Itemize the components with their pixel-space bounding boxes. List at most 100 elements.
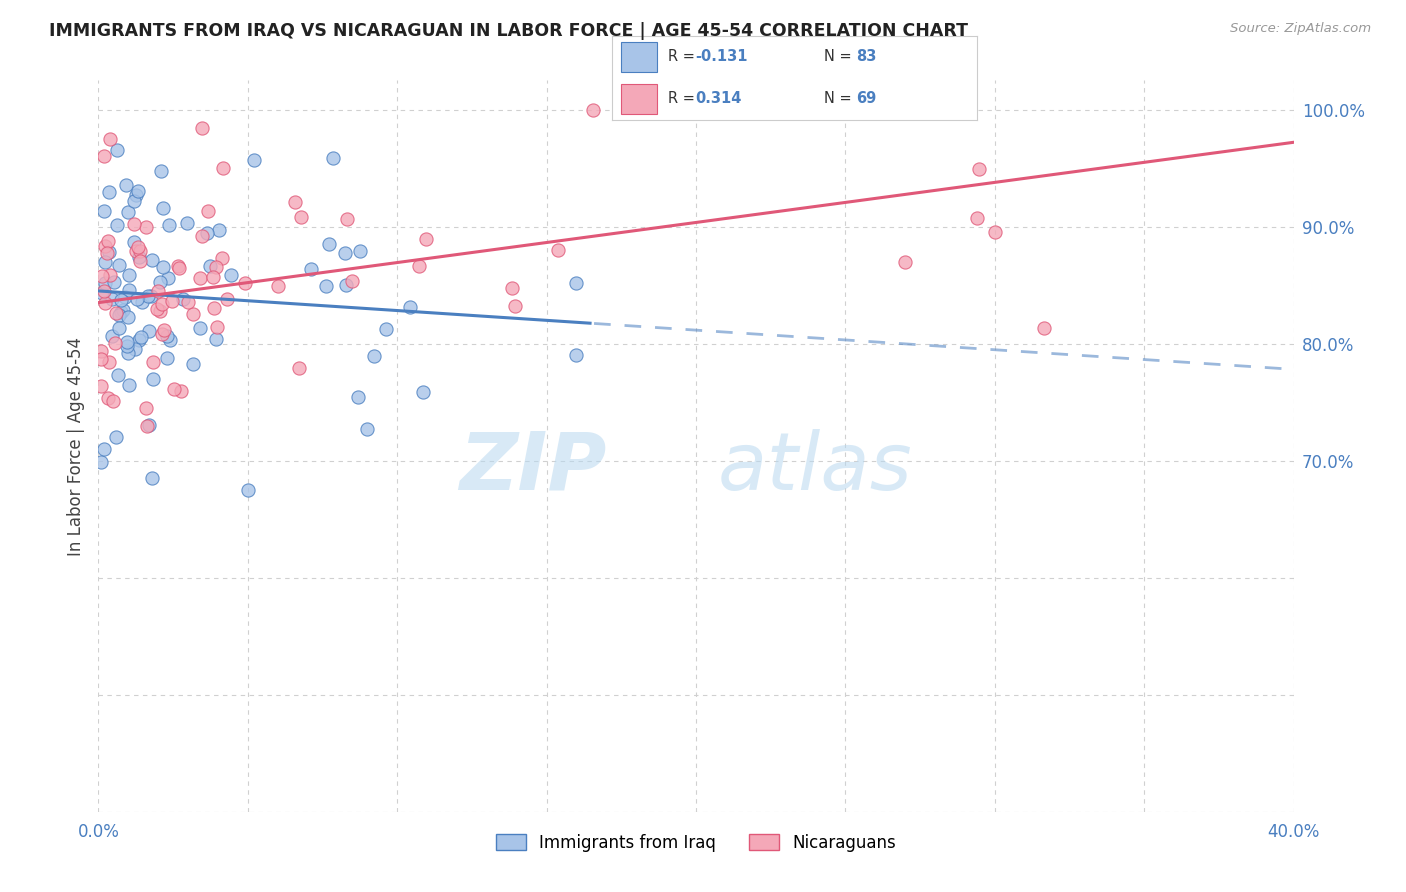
Point — [111, 303, 134, 318]
Point — [149, 164, 172, 178]
Point — [177, 295, 200, 310]
Point — [290, 210, 312, 224]
Point — [90, 286, 112, 301]
Point — [122, 194, 145, 208]
Text: IMMIGRANTS FROM IRAQ VS NICARAGUAN IN LABOR FORCE | AGE 45-54 CORRELATION CHART: IMMIGRANTS FROM IRAQ VS NICARAGUAN IN LA… — [49, 22, 969, 40]
Point — [139, 289, 162, 303]
Point — [93, 239, 115, 253]
Point — [108, 259, 131, 273]
Point — [333, 245, 356, 260]
Point — [93, 442, 115, 456]
Point — [191, 120, 214, 135]
Text: -0.131: -0.131 — [696, 49, 748, 64]
Point — [118, 283, 141, 297]
Point — [98, 244, 121, 259]
Point — [501, 281, 523, 295]
Point — [299, 261, 322, 276]
Point — [219, 268, 242, 282]
Point — [202, 301, 225, 316]
Point — [398, 300, 420, 314]
Point — [125, 244, 148, 258]
Point — [128, 244, 150, 258]
Point — [117, 346, 139, 360]
Point — [110, 305, 132, 319]
Point — [195, 227, 218, 241]
Point — [349, 244, 371, 259]
Point — [93, 203, 115, 218]
Point — [547, 243, 569, 257]
Text: atlas: atlas — [718, 429, 912, 507]
Point — [128, 333, 150, 347]
Point — [122, 235, 145, 249]
Point — [128, 251, 150, 265]
Point — [129, 330, 152, 344]
Text: N =: N = — [824, 91, 856, 106]
Point — [122, 217, 145, 231]
Point — [103, 394, 125, 409]
Point — [188, 320, 211, 334]
Point — [105, 218, 128, 232]
Point — [236, 483, 259, 497]
Text: R =: R = — [668, 49, 700, 64]
Point — [415, 232, 437, 246]
Point — [167, 260, 190, 275]
Point — [894, 254, 917, 268]
Bar — [621, 84, 658, 114]
Point — [347, 390, 370, 404]
Point — [107, 308, 129, 322]
Point — [288, 360, 311, 375]
Point — [336, 211, 359, 226]
Point — [117, 310, 139, 325]
Point — [318, 236, 340, 251]
Point — [98, 132, 122, 146]
Point — [98, 268, 121, 283]
Point — [108, 320, 131, 334]
Point — [90, 344, 112, 359]
Point — [233, 276, 256, 290]
Point — [172, 292, 194, 306]
Point — [208, 223, 231, 237]
Text: R =: R = — [668, 91, 700, 106]
Text: Source: ZipAtlas.com: Source: ZipAtlas.com — [1230, 22, 1371, 36]
Point — [94, 296, 117, 310]
Point — [141, 471, 163, 485]
Point — [967, 161, 990, 176]
Point — [104, 306, 127, 320]
Point — [105, 144, 128, 158]
Point — [335, 277, 357, 292]
Legend: Immigrants from Iraq, Nicaraguans: Immigrants from Iraq, Nicaraguans — [489, 827, 903, 858]
Point — [1033, 320, 1056, 334]
Bar — [621, 42, 658, 72]
Point — [565, 348, 588, 362]
Point — [90, 351, 112, 366]
Point — [211, 251, 233, 265]
Point — [181, 357, 204, 371]
Point — [110, 293, 132, 308]
Point — [94, 255, 117, 269]
Text: N =: N = — [824, 49, 856, 64]
Point — [503, 299, 526, 313]
Point — [375, 321, 398, 335]
Point — [93, 149, 115, 163]
Point — [136, 418, 159, 433]
Point — [356, 422, 378, 436]
Point — [124, 342, 146, 356]
Point — [200, 259, 222, 273]
Text: 0.314: 0.314 — [696, 91, 742, 106]
Point — [152, 323, 174, 337]
Y-axis label: In Labor Force | Age 45-54: In Labor Force | Age 45-54 — [66, 336, 84, 556]
Point — [176, 216, 198, 230]
Point — [163, 382, 186, 396]
Point — [201, 270, 224, 285]
Point — [984, 226, 1007, 240]
Point — [101, 293, 124, 307]
Point — [94, 277, 117, 291]
Point — [582, 103, 605, 117]
Point — [97, 355, 120, 369]
Point — [315, 278, 337, 293]
Point — [190, 270, 212, 285]
Point — [150, 297, 173, 311]
Point — [340, 274, 363, 288]
Point — [170, 384, 193, 398]
Point — [966, 211, 988, 225]
